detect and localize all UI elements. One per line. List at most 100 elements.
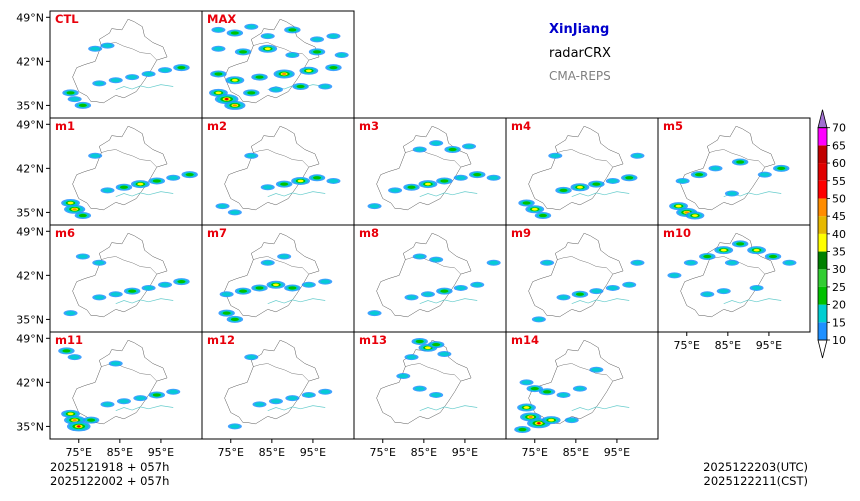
echo-cell bbox=[777, 166, 786, 170]
river-line bbox=[419, 405, 478, 412]
echo-cell bbox=[312, 50, 322, 54]
inner-border bbox=[253, 363, 309, 382]
colorbar-tick-label: 15 bbox=[832, 316, 846, 329]
province-border bbox=[224, 232, 320, 318]
echo-cell bbox=[591, 289, 602, 294]
echo-cell bbox=[684, 211, 689, 214]
echo-cell bbox=[94, 81, 105, 86]
echo-cell bbox=[558, 295, 569, 300]
x-tick-label: 85°E bbox=[411, 446, 437, 459]
echo-cell bbox=[675, 204, 682, 208]
echo-cell bbox=[390, 188, 401, 193]
colorbar-segment bbox=[818, 216, 827, 234]
echo-cell bbox=[78, 103, 87, 108]
inner-border bbox=[557, 256, 613, 275]
echo-cell bbox=[695, 173, 704, 177]
echo-cell bbox=[297, 179, 304, 183]
echo-cell bbox=[710, 166, 721, 171]
echo-cell bbox=[753, 248, 760, 252]
echo-cell bbox=[632, 260, 643, 265]
panel-background bbox=[202, 332, 354, 439]
echo-cell bbox=[215, 91, 222, 95]
echo-cell bbox=[232, 104, 238, 107]
echo-cell bbox=[464, 144, 475, 149]
echo-cell bbox=[440, 179, 449, 183]
y-tick-label: 49°N bbox=[16, 225, 44, 238]
river-line bbox=[267, 298, 326, 305]
river-line bbox=[267, 191, 326, 198]
echo-cell bbox=[270, 87, 281, 92]
echo-cell bbox=[62, 349, 71, 353]
panel-label: m4 bbox=[511, 119, 531, 133]
echo-cell bbox=[135, 396, 146, 401]
colorbar-tick-label: 30 bbox=[832, 263, 846, 276]
echo-cell bbox=[607, 178, 618, 183]
colorbar-segment bbox=[818, 269, 827, 287]
echo-cell bbox=[65, 311, 76, 316]
x-tick-label: 85°E bbox=[715, 339, 741, 352]
echo-cell bbox=[702, 292, 713, 297]
echo-cell bbox=[574, 386, 585, 391]
y-tick-label: 42°N bbox=[16, 55, 44, 68]
inner-border bbox=[253, 42, 309, 61]
echo-cell bbox=[102, 402, 113, 407]
echo-cell bbox=[575, 292, 584, 296]
map-panel-m13: m13 bbox=[353, 331, 507, 440]
colorbar-tick-label: 20 bbox=[832, 299, 846, 312]
echo-cell bbox=[414, 386, 425, 391]
valid-time-cst: 2025122211(CST) bbox=[703, 474, 809, 488]
echo-cell bbox=[137, 182, 144, 186]
panel-label: m1 bbox=[55, 119, 75, 133]
x-tick-label: 95°E bbox=[300, 446, 326, 459]
echo-cell bbox=[592, 182, 601, 186]
colorbar-extend-high bbox=[817, 109, 828, 129]
colorbar-segment bbox=[818, 180, 827, 199]
river-line bbox=[267, 84, 326, 91]
echo-cell bbox=[736, 160, 745, 164]
echo-cell bbox=[692, 214, 698, 217]
x-tick-label: 75°E bbox=[66, 446, 92, 459]
colorbar-segment bbox=[818, 251, 827, 270]
echo-cell bbox=[624, 282, 635, 287]
y-tick-label: 35°N bbox=[16, 99, 44, 112]
colorbar-tick-label: 40 bbox=[832, 228, 846, 241]
echo-cell bbox=[415, 339, 424, 344]
inner-border bbox=[557, 149, 613, 168]
echo-cell bbox=[528, 415, 533, 419]
echo-cell bbox=[110, 292, 121, 297]
echo-cell bbox=[87, 418, 96, 422]
x-tick-label: 75°E bbox=[522, 446, 548, 459]
river-line bbox=[115, 84, 174, 91]
echo-cell bbox=[69, 355, 80, 360]
panel-label: m9 bbox=[511, 226, 531, 240]
x-tick-label: 95°E bbox=[452, 446, 478, 459]
map-panel-m12: m12 bbox=[201, 331, 355, 440]
echo-cell bbox=[221, 292, 232, 297]
echo-cell bbox=[246, 153, 257, 158]
colorbar-tick-label: 25 bbox=[832, 281, 846, 294]
echo-cell bbox=[78, 213, 87, 218]
echo-cell bbox=[288, 286, 297, 290]
echo-cell bbox=[67, 201, 74, 205]
echo-cell bbox=[703, 254, 712, 259]
echo-cell bbox=[77, 425, 81, 428]
echo-cell bbox=[143, 285, 154, 290]
y-tick-label: 42°N bbox=[16, 269, 44, 282]
echo-cell bbox=[432, 342, 441, 347]
echo-cell bbox=[127, 75, 138, 80]
echo-cell bbox=[669, 273, 680, 278]
inner-border bbox=[405, 363, 461, 382]
echo-cell bbox=[255, 286, 264, 290]
echo-cell bbox=[473, 173, 482, 177]
echo-cell bbox=[455, 285, 466, 290]
panel-label: m13 bbox=[359, 333, 387, 347]
province-border bbox=[376, 125, 472, 211]
echo-cell bbox=[455, 175, 466, 180]
echo-cell bbox=[303, 282, 314, 287]
x-tick-label: 95°E bbox=[604, 446, 630, 459]
map-panel-m3: m3 bbox=[353, 117, 507, 226]
river-line bbox=[115, 405, 174, 412]
echo-cell bbox=[521, 380, 532, 385]
river-line bbox=[267, 405, 326, 412]
